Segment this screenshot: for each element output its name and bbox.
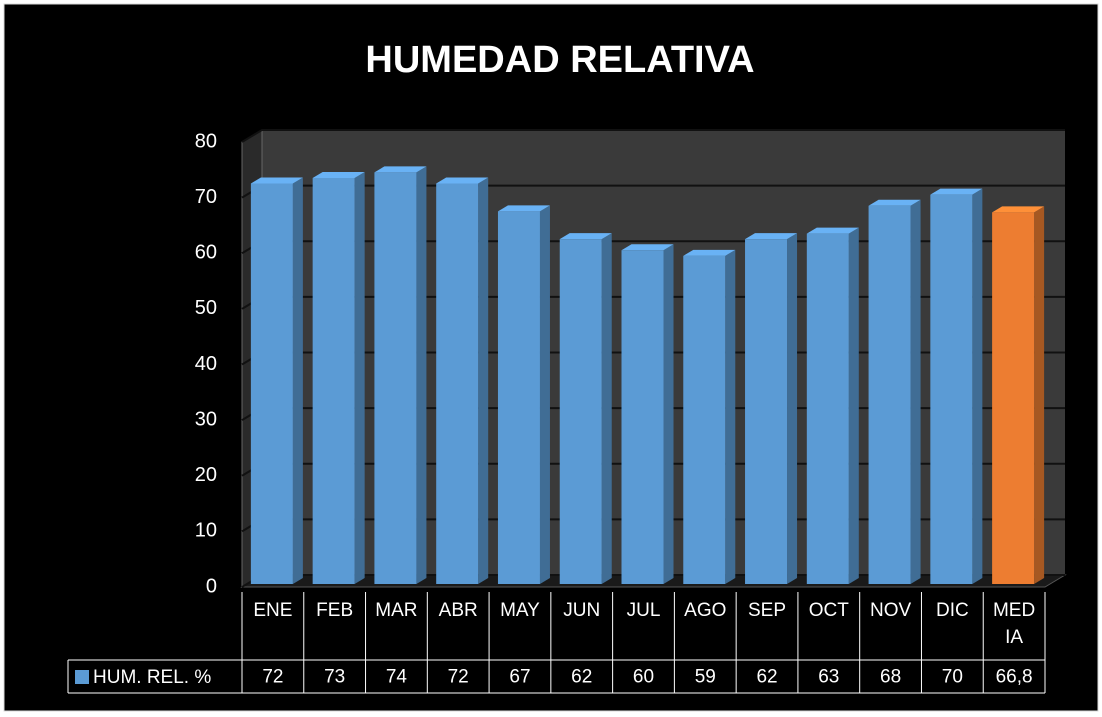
bar-top xyxy=(374,166,427,173)
bar-front xyxy=(250,183,293,584)
y-tick-label: 0 xyxy=(206,575,217,597)
legend-swatch xyxy=(75,670,89,684)
bar-front xyxy=(930,194,973,584)
bar-side xyxy=(1034,206,1045,585)
bar-top xyxy=(621,244,674,251)
y-tick-label: 40 xyxy=(195,353,217,375)
data-table-value: 62 xyxy=(756,667,777,688)
bar-top xyxy=(745,233,798,240)
bar-front xyxy=(868,205,911,584)
bar-top xyxy=(992,206,1045,213)
bar xyxy=(497,205,550,584)
bar-top xyxy=(806,227,859,234)
bar-side xyxy=(663,244,674,584)
y-tick-label: 50 xyxy=(195,297,217,319)
data-table-value: 66,8 xyxy=(996,667,1033,688)
x-tick-label: ABR xyxy=(438,600,478,621)
y-tick-label: 80 xyxy=(195,130,217,152)
bar-top xyxy=(559,233,612,240)
bar-side xyxy=(725,249,736,584)
y-tick-label: 70 xyxy=(195,186,217,208)
data-table-value: 63 xyxy=(818,667,839,688)
bar-front xyxy=(312,177,355,584)
data-table-value: 67 xyxy=(509,667,530,688)
chart-title: HUMEDAD RELATIVA xyxy=(365,39,754,81)
x-tick-label: JUN xyxy=(563,600,601,621)
bar-side xyxy=(972,188,983,584)
x-tick-label: AGO xyxy=(684,600,727,621)
bar-top xyxy=(868,199,921,206)
grid-line xyxy=(241,129,1065,143)
x-tick-label: NOV xyxy=(869,600,912,621)
y-tick-label: 60 xyxy=(195,242,217,264)
bar-front xyxy=(559,239,602,584)
bar-side xyxy=(848,227,859,584)
x-tick-label: JUL xyxy=(626,600,661,621)
bar xyxy=(312,171,365,584)
data-table-value: 72 xyxy=(448,667,469,688)
bar xyxy=(436,177,489,584)
bar-side xyxy=(787,233,798,584)
bar-front xyxy=(806,233,849,584)
x-tick-label: OCT xyxy=(808,600,849,621)
bar xyxy=(250,177,303,584)
bar-top xyxy=(436,177,489,184)
y-tick-label: 20 xyxy=(195,464,217,486)
data-table-value: 59 xyxy=(695,667,716,688)
data-table-value: 60 xyxy=(633,667,654,688)
bar xyxy=(806,227,859,584)
data-table-value: 74 xyxy=(386,667,408,688)
bar-front xyxy=(745,239,788,584)
x-tick-label: DIC xyxy=(935,600,969,621)
x-tick-label: MAY xyxy=(500,600,540,621)
bar xyxy=(374,166,427,584)
bar-top xyxy=(683,249,736,256)
x-tick-label: ENE xyxy=(253,600,293,621)
bar-side xyxy=(416,166,427,584)
bar-side xyxy=(601,233,612,584)
bar-front xyxy=(621,250,664,584)
x-tick-label: MAR xyxy=(375,600,418,621)
bar-front xyxy=(436,183,479,584)
bar xyxy=(930,188,983,584)
bar-side xyxy=(910,199,921,584)
bar-side xyxy=(354,171,365,584)
bar xyxy=(621,244,674,584)
data-table-value: 68 xyxy=(880,667,901,688)
data-table-value: 73 xyxy=(324,667,345,688)
bar-top xyxy=(250,177,303,184)
bar xyxy=(559,233,612,584)
bar xyxy=(745,233,798,584)
data-table-value: 72 xyxy=(262,667,283,688)
bar xyxy=(868,199,921,584)
x-tick-label: SEP xyxy=(748,600,787,621)
legend-label: HUM. REL. % xyxy=(93,667,211,688)
bar-top xyxy=(312,171,365,178)
x-tick-label: FEB xyxy=(316,600,354,621)
bar-side xyxy=(478,177,489,584)
bar xyxy=(992,206,1045,585)
data-table-value: 70 xyxy=(942,667,963,688)
bar-front xyxy=(992,212,1035,585)
bar-side xyxy=(292,177,303,584)
bar xyxy=(683,249,736,584)
y-tick-label: 30 xyxy=(195,408,217,430)
bar-front xyxy=(683,255,726,584)
bar-top xyxy=(930,188,983,195)
bar-side xyxy=(539,205,550,584)
bar-front xyxy=(497,211,540,584)
bar-front xyxy=(374,172,417,584)
data-table-value: 62 xyxy=(571,667,592,688)
bar-top xyxy=(497,205,550,212)
x-tick-label: MEDIA xyxy=(992,600,1036,648)
y-tick-label: 10 xyxy=(195,520,217,542)
